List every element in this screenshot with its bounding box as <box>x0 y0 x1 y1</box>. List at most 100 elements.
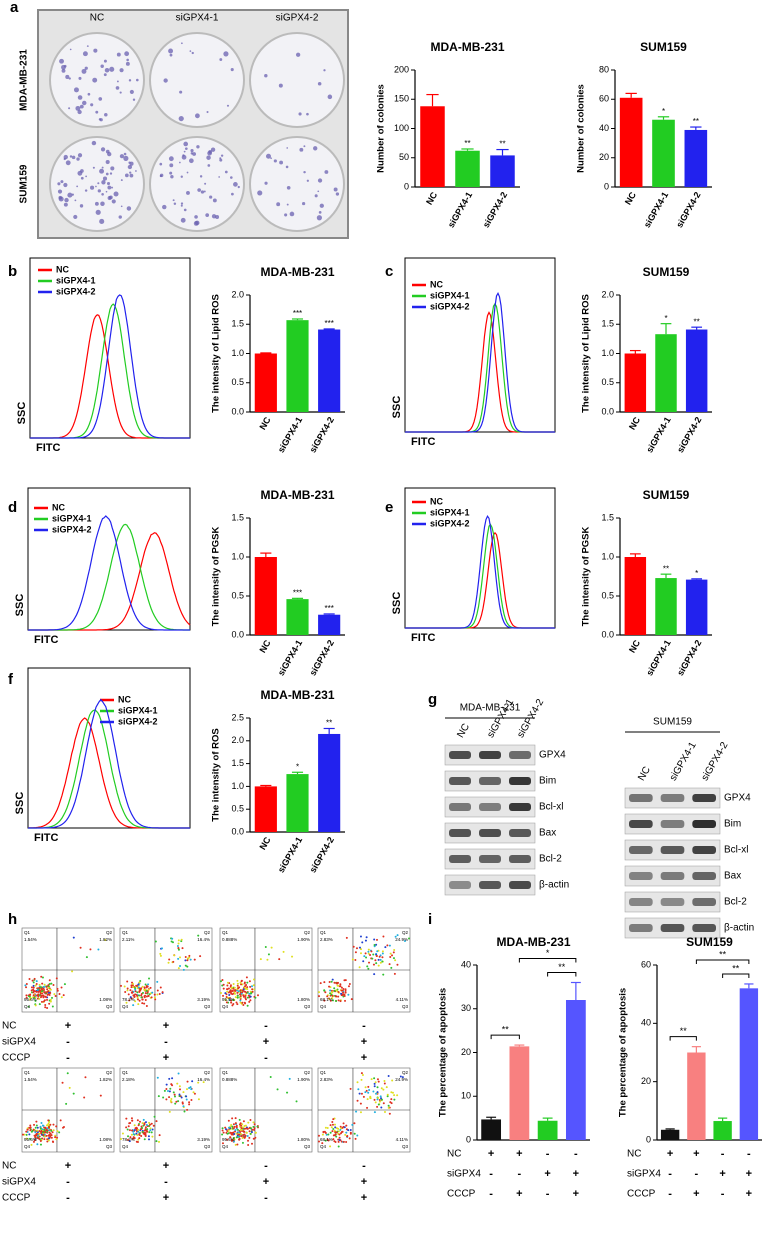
event <box>246 986 249 989</box>
colony <box>82 100 87 106</box>
quadrant-value: 24.9% <box>395 937 408 942</box>
event <box>343 1126 346 1129</box>
panel-label: e <box>385 499 393 516</box>
event <box>180 938 183 941</box>
event <box>36 1143 39 1146</box>
event <box>224 992 227 995</box>
event <box>135 1128 138 1131</box>
event <box>157 1095 160 1098</box>
event <box>150 1131 153 1134</box>
event <box>235 1132 238 1135</box>
band <box>629 820 653 828</box>
event <box>247 1143 250 1146</box>
significance: * <box>664 314 667 323</box>
event <box>380 1106 383 1109</box>
event <box>165 1083 168 1086</box>
condition-sign: - <box>546 1148 550 1160</box>
event <box>376 1086 379 1089</box>
event <box>44 1131 47 1134</box>
colony <box>119 91 122 94</box>
colony <box>190 149 194 153</box>
event <box>379 958 382 961</box>
event <box>36 1134 39 1137</box>
colony <box>85 175 88 178</box>
event <box>226 988 229 991</box>
event <box>249 1132 252 1135</box>
event <box>48 1133 51 1136</box>
colony <box>317 190 320 193</box>
colony <box>71 193 74 196</box>
condition-sign: - <box>668 1168 672 1180</box>
bracket-label: ** <box>732 963 740 973</box>
event <box>364 939 367 942</box>
colony <box>191 51 194 55</box>
band <box>509 855 531 863</box>
colony <box>76 157 80 161</box>
colony <box>230 68 234 72</box>
event <box>388 1112 391 1115</box>
event <box>52 1141 55 1144</box>
chart-title: SUM159 <box>643 265 690 279</box>
event <box>179 964 182 967</box>
event <box>394 935 397 938</box>
quadrant-value: 1.54% <box>24 1077 37 1082</box>
event <box>344 1133 347 1136</box>
event <box>376 1091 379 1094</box>
event <box>138 990 141 993</box>
event <box>332 1118 335 1121</box>
event <box>349 1087 352 1090</box>
event <box>248 1136 251 1139</box>
event <box>324 1126 327 1129</box>
event <box>141 1122 144 1125</box>
event <box>137 1003 140 1006</box>
column-label: NC <box>90 13 104 24</box>
event <box>380 1087 383 1090</box>
y-tick-label: 0 <box>466 1134 471 1144</box>
event <box>389 952 392 955</box>
event <box>130 1133 133 1136</box>
event <box>396 963 399 966</box>
band <box>660 898 685 906</box>
quadrant-name: Q4 <box>320 1004 327 1009</box>
bar <box>490 155 515 187</box>
event <box>344 999 347 1002</box>
significance: *** <box>293 588 302 597</box>
event <box>387 1074 390 1077</box>
colony <box>179 90 183 94</box>
event <box>381 952 384 955</box>
band <box>629 846 653 854</box>
bar <box>481 1119 502 1140</box>
event <box>43 991 46 994</box>
event <box>131 984 134 987</box>
event <box>349 1132 352 1135</box>
event <box>245 1127 248 1130</box>
condition-sign: + <box>667 1148 673 1160</box>
colony <box>303 170 306 174</box>
event <box>347 993 350 996</box>
event <box>249 1127 252 1130</box>
event <box>141 998 144 1001</box>
event <box>162 1096 165 1099</box>
colony <box>135 78 139 82</box>
event <box>239 999 242 1002</box>
event <box>227 996 230 999</box>
event <box>241 1136 244 1139</box>
condition-name: siGPX4 <box>447 1169 481 1180</box>
colony <box>58 195 63 200</box>
event <box>363 955 366 958</box>
event <box>145 1005 148 1008</box>
bar <box>318 733 341 832</box>
event <box>177 1100 180 1103</box>
event <box>342 1122 345 1125</box>
colony <box>132 98 136 101</box>
event <box>130 1117 133 1120</box>
condition-sign: - <box>264 1052 268 1064</box>
quadrant-value: 68.1% <box>320 997 333 1002</box>
event <box>364 1091 367 1094</box>
histogram-curve <box>405 291 555 433</box>
colony <box>109 66 115 72</box>
protein-label: Bcl-xl <box>539 802 563 813</box>
bar <box>318 329 341 412</box>
event <box>241 1001 244 1004</box>
